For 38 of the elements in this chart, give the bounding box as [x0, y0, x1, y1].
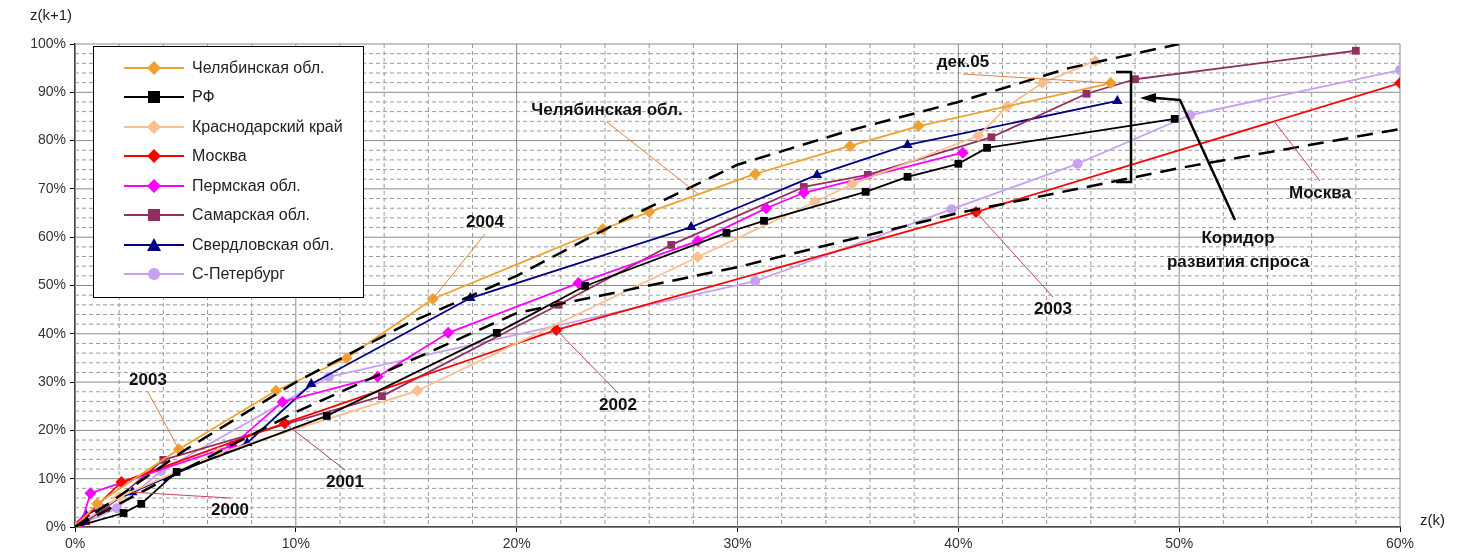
y-tick-label: 20%: [37, 421, 66, 438]
legend-label: Самарская обл.: [192, 206, 310, 225]
y-tick-label: 80%: [37, 131, 66, 148]
y-tick-label: 100%: [30, 34, 66, 51]
y-tick-label: 90%: [37, 83, 66, 100]
annotation: дек.05: [936, 51, 990, 71]
annotation: Москва: [1289, 182, 1352, 202]
y-tick-label: 40%: [37, 324, 66, 341]
x-tick-label: 40%: [944, 535, 973, 552]
legend-label: Свердловская обл.: [192, 235, 334, 254]
x-tick-label: 0%: [64, 535, 86, 552]
x-tick-label: 50%: [1165, 535, 1194, 552]
y-tick-label: 60%: [37, 228, 66, 245]
y-tick-label: 10%: [37, 469, 66, 486]
x-tick-label: 20%: [502, 535, 531, 552]
annotation: 2002: [599, 394, 637, 414]
y-tick-label: 70%: [37, 179, 66, 196]
y-axis-title: z(k+1): [30, 6, 73, 24]
legend-label: Краснодарский край: [192, 117, 343, 136]
y-tick-label: 0%: [45, 517, 66, 534]
y-tick-label: 30%: [37, 372, 66, 389]
x-tick-label: 60%: [1385, 535, 1415, 552]
annotation: Челябинская обл.: [531, 99, 683, 119]
annotation: 2000: [211, 499, 249, 519]
annotation: 2001: [326, 471, 364, 491]
legend-label: Пермская обл.: [192, 176, 301, 195]
y-tick-label: 50%: [37, 276, 66, 293]
x-tick-label: 10%: [281, 535, 310, 552]
legend-label: Челябинская обл.: [192, 58, 325, 77]
legend-label: РФ: [192, 88, 215, 107]
x-tick-label: 30%: [723, 535, 752, 552]
legend-label: С-Петербург: [192, 265, 286, 284]
annotation: 2004: [466, 211, 505, 231]
annotation: Коридор развития спроса: [1166, 227, 1310, 271]
legend-label: Москва: [192, 147, 247, 166]
annotation: 2003: [1034, 298, 1072, 318]
x-axis-title: z(k): [1420, 511, 1445, 529]
annotation: 2003: [129, 369, 167, 389]
